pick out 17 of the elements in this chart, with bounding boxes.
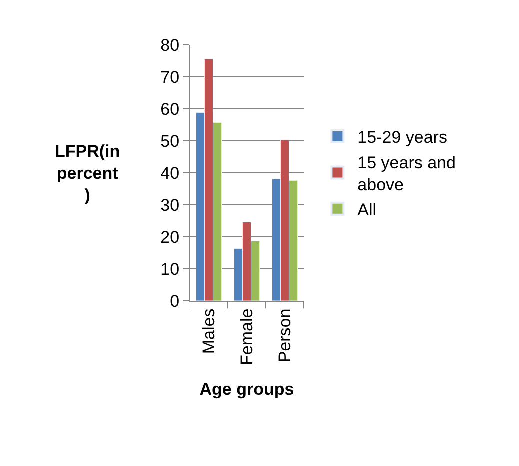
x-tick-label: Person bbox=[276, 308, 295, 363]
x-axis-title: Age groups bbox=[200, 380, 294, 399]
y-tick-label: 50 bbox=[160, 132, 180, 151]
y-tick-label: 30 bbox=[160, 196, 180, 215]
y-tick-label: 40 bbox=[160, 164, 180, 183]
y-tick-label: 70 bbox=[160, 68, 180, 87]
y-tick-label: 10 bbox=[160, 260, 180, 279]
y-tick-label: 20 bbox=[160, 228, 180, 247]
y-tick-label: 0 bbox=[170, 292, 180, 311]
y-tick-label: 80 bbox=[160, 36, 180, 55]
x-tick-label: Males bbox=[200, 308, 219, 354]
y-tick-label: 60 bbox=[160, 100, 180, 119]
y-axis-title: LFPR(in percent ) bbox=[55, 142, 120, 206]
x-tick-label: Female bbox=[238, 308, 257, 366]
legend-label: All bbox=[358, 200, 377, 220]
legend-label: 15 years and above bbox=[358, 153, 456, 194]
legend-label: 15-29 years bbox=[358, 128, 448, 148]
